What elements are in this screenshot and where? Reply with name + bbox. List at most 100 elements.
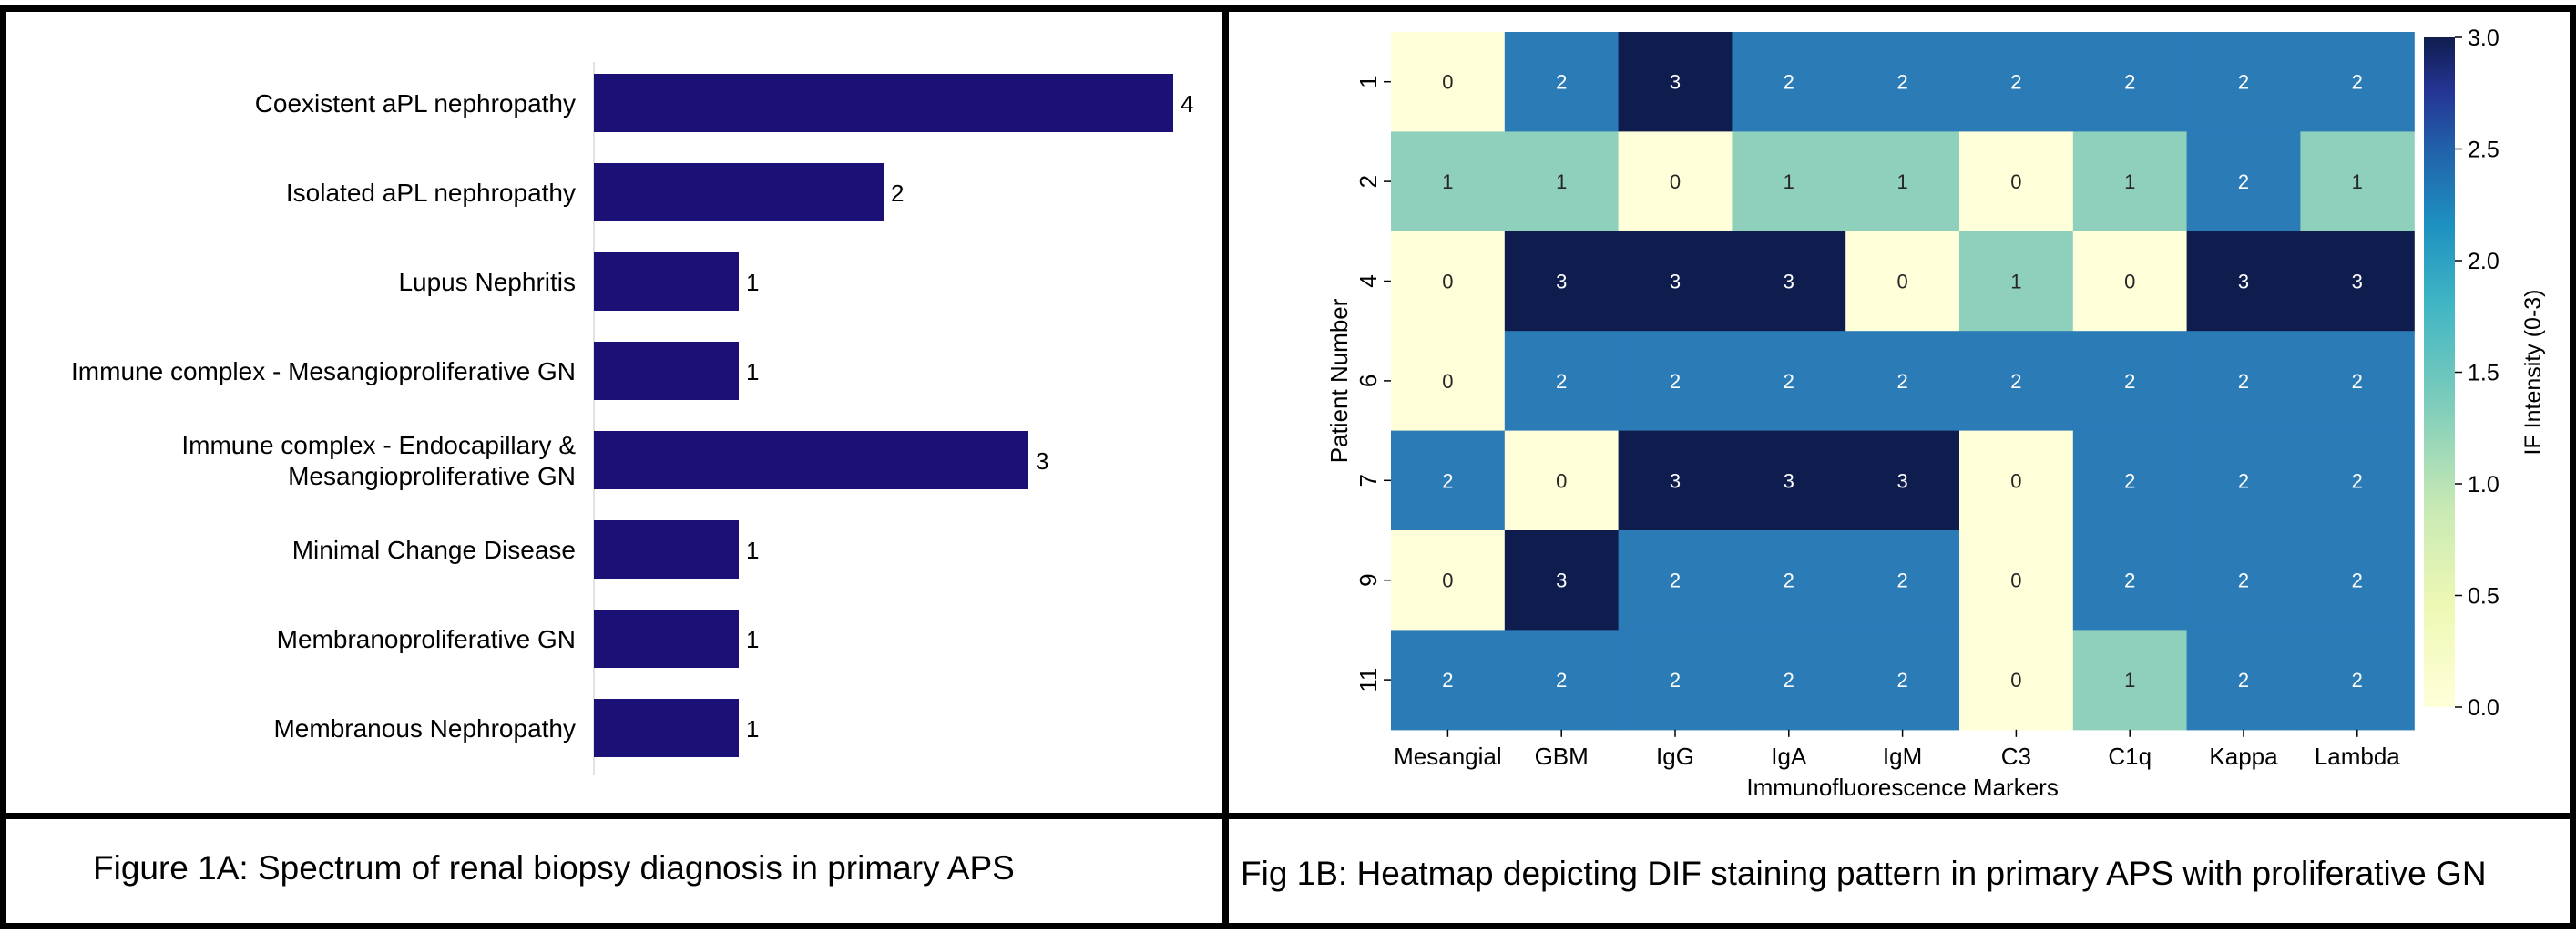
bar — [594, 431, 1028, 489]
category-label: Immune complex - Mesangioproliferative G… — [71, 357, 576, 385]
y-tick-label: 4 — [1354, 274, 1382, 287]
caption-b-frame — [1222, 813, 2576, 929]
cell-value: 2 — [2238, 469, 2249, 492]
heatmap-cell — [1618, 430, 1733, 531]
data-label: 1 — [746, 626, 759, 653]
cell-value: 2 — [1442, 669, 1453, 692]
y-tick-label: 11 — [1354, 668, 1382, 693]
cell-value: 2 — [1896, 669, 1907, 692]
cell-value: 2 — [2352, 370, 2363, 393]
y-tick-label: 7 — [1354, 474, 1382, 487]
y-tick-label: 9 — [1354, 573, 1382, 586]
y-tick-label: 1 — [1354, 75, 1382, 87]
cell-value: 1 — [2010, 271, 2021, 293]
cell-value: 0 — [1556, 469, 1567, 492]
cell-value: 3 — [1556, 569, 1567, 592]
colorbar-tick-label: 0.0 — [2468, 695, 2499, 721]
x-tick-label: GBM — [1535, 743, 1589, 770]
cell-value: 2 — [2238, 170, 2249, 193]
cell-value: 2 — [1896, 71, 1907, 94]
bar — [594, 342, 739, 400]
y-tick-label: 6 — [1354, 375, 1382, 387]
data-label: 1 — [746, 269, 759, 296]
cell-value: 2 — [2352, 469, 2363, 492]
x-tick-label: IgG — [1656, 743, 1694, 770]
caption-a: Figure 1A: Spectrum of renal biopsy diag… — [93, 849, 1015, 887]
heatmap-cell — [1504, 32, 1620, 132]
heatmap-cell — [1391, 131, 1506, 232]
bar — [594, 699, 739, 757]
heatmap-cell — [2072, 530, 2188, 631]
cell-value: 2 — [1556, 370, 1567, 393]
category-label: Membranoproliferative GN — [277, 625, 576, 653]
cell-value: 3 — [1556, 271, 1567, 293]
cell-value: 3 — [1784, 271, 1794, 293]
cell-value: 2 — [1784, 71, 1794, 94]
cell-value: 2 — [1784, 370, 1794, 393]
heatmap-cell — [2186, 331, 2301, 432]
x-tick-label: C3 — [2001, 743, 2031, 770]
bar — [594, 252, 739, 311]
heatmap-cell — [2300, 131, 2415, 232]
cell-value: 2 — [2238, 71, 2249, 94]
bar — [594, 610, 739, 668]
cell-value: 2 — [1896, 569, 1907, 592]
x-tick-label: IgA — [1771, 743, 1807, 770]
cell-value: 0 — [2010, 669, 2021, 692]
heatmap-cell — [2300, 331, 2415, 432]
heatmap-cell — [1845, 530, 1960, 631]
heatmap-cell — [2186, 430, 2301, 531]
heatmap-cell — [1504, 430, 1620, 531]
cell-value: 1 — [1896, 170, 1907, 193]
cell-value: 1 — [2352, 170, 2363, 193]
bar — [594, 520, 739, 579]
cell-value: 2 — [2352, 569, 2363, 592]
cell-value: 0 — [2010, 569, 2021, 592]
heatmap-cell — [1504, 231, 1620, 332]
cell-value: 1 — [1556, 170, 1567, 193]
heatmap-cell — [2186, 131, 2301, 232]
cell-value: 3 — [1896, 469, 1907, 492]
colorbar-tick-label: 0.5 — [2468, 584, 2499, 610]
heatmap-cell — [1845, 331, 1960, 432]
cell-value: 2 — [2238, 669, 2249, 692]
cell-value: 2 — [2010, 71, 2021, 94]
cell-value: 0 — [1442, 569, 1453, 592]
bar-chart: 4 Coexistent aPL nephropathy 2 Isolated aPL… — [71, 62, 1193, 775]
cell-value: 2 — [1670, 569, 1681, 592]
category-label: Immune complex - Endocapillary & — [181, 431, 576, 459]
heatmap-cell — [1618, 331, 1733, 432]
heatmap-cell — [1618, 530, 1733, 631]
heatmap-cell — [1845, 430, 1960, 531]
caption-b: Fig 1B: Heatmap depicting DIF staining p… — [1241, 855, 2487, 892]
heatmap-cell — [1959, 331, 2074, 432]
cell-value: 3 — [2352, 271, 2363, 293]
heatmap-cell — [1959, 231, 2074, 332]
colorbar-tick-label: 2.0 — [2468, 249, 2499, 274]
heatmap-cell — [1618, 630, 1733, 731]
category-label: Minimal Change Disease — [292, 536, 576, 564]
category-label: Mesangioproliferative GN — [288, 462, 576, 490]
heatmap-cell — [1618, 131, 1733, 232]
cell-value: 2 — [1442, 469, 1453, 492]
colorbar-tick-label: 3.0 — [2468, 26, 2499, 51]
heatmap-cell — [2186, 630, 2301, 731]
cell-value: 2 — [2124, 370, 2135, 393]
cell-value: 2 — [1784, 569, 1794, 592]
heatmap-cell — [1504, 630, 1620, 731]
x-tick-label: Kappa — [2209, 743, 2278, 770]
x-axis-title: Immunofluorescence Markers — [1746, 774, 2058, 801]
heatmap-cell — [2300, 32, 2415, 132]
heatmap-cell — [2186, 231, 2301, 332]
heatmap-cell — [2186, 32, 2301, 132]
category-label: Membranous Nephropathy — [273, 714, 576, 743]
heatmap-cell — [1959, 32, 2074, 132]
cell-value: 0 — [2010, 469, 2021, 492]
cell-value: 0 — [1442, 271, 1453, 293]
heatmap-cell — [1845, 131, 1960, 232]
cell-value: 3 — [2238, 271, 2249, 293]
data-label: 1 — [746, 537, 759, 564]
heatmap-cell — [2072, 131, 2188, 232]
cell-value: 2 — [1670, 370, 1681, 393]
